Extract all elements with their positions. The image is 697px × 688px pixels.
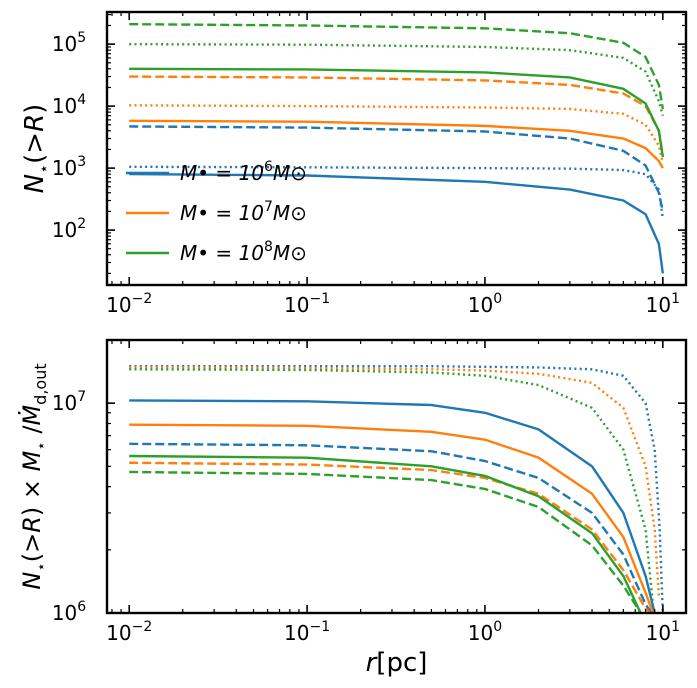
x-axis: 10−2 10−1 100 101 <box>106 12 680 317</box>
top-panel: 10−2 10−1 100 101 102 103 104 105 N⋆(>R) M• = 106… <box>20 10 688 317</box>
series-line-7-solid <box>129 454 642 613</box>
y-axis: 102 103 104 105 <box>52 30 686 242</box>
series-line-2-dashed <box>129 442 653 613</box>
x-minor-ticks <box>111 340 656 613</box>
legend-label: M• = 108M⊙ <box>180 239 307 265</box>
series-line-6-dotted <box>129 366 661 597</box>
y-minor-ticks <box>107 13 686 275</box>
x-tick-label: 10−1 <box>284 291 330 317</box>
y-tick-label: 106 <box>52 599 86 625</box>
series-line-4-solid <box>129 423 655 613</box>
x-tick-label: 101 <box>646 619 680 645</box>
legend: M• = 106M⊙ M• = 107M⊙ M• = 108M⊙ <box>126 159 307 265</box>
x-tick-label: 100 <box>468 291 502 317</box>
x-tick-label: 10−2 <box>106 619 152 645</box>
legend-label: M• = 107M⊙ <box>180 199 307 225</box>
y-tick-label: 103 <box>52 154 86 180</box>
series-line-8-dashed <box>129 470 642 613</box>
series-line-1-solid <box>129 399 656 613</box>
x-axis-label: r[pc] <box>366 648 428 678</box>
series-line-6-dotted <box>129 104 664 164</box>
y-tick-label: 107 <box>52 389 86 415</box>
series-line-2-dashed <box>129 125 664 212</box>
y-axis-label: N⋆(>R) × M⋆ /Ṁd,out <box>17 363 50 589</box>
plot-area <box>129 22 665 274</box>
legend-label: M• = 106M⊙ <box>180 159 307 185</box>
series-line-5-dashed <box>129 75 665 156</box>
plot-area <box>129 365 665 613</box>
series-line-1-solid <box>129 172 665 274</box>
series-line-5-dashed <box>129 461 652 613</box>
series-line-4-solid <box>129 119 664 169</box>
series-line-3-dotted <box>129 365 665 613</box>
x-axis: 10−2 10−1 100 101 <box>106 340 680 645</box>
y-minor-ticks <box>107 412 686 551</box>
x-tick-label: 100 <box>468 619 502 645</box>
series-line-7-solid <box>129 67 665 158</box>
y-tick-label: 105 <box>52 30 86 56</box>
y-tick-label: 104 <box>52 92 86 118</box>
axes-frame <box>105 338 688 615</box>
y-axis: 106 107 <box>52 389 686 625</box>
x-tick-label: 10−2 <box>106 291 152 317</box>
x-tick-label: 101 <box>646 291 680 317</box>
x-tick-label: 10−1 <box>284 619 330 645</box>
y-axis-label: N⋆(>R) <box>20 104 53 194</box>
series-line-9-dotted <box>129 42 664 117</box>
series-line-3-dotted <box>129 165 665 220</box>
axes-frame <box>105 10 688 287</box>
series-line-8-dashed <box>129 22 665 110</box>
y-tick-label: 102 <box>52 216 86 242</box>
